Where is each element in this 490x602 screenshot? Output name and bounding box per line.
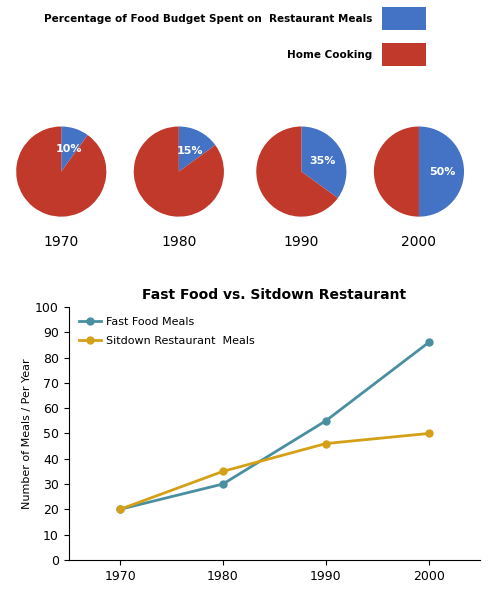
Fast Food Meals [323, 417, 329, 424]
Sitdown Restaurant  Meals [117, 506, 123, 513]
Wedge shape [301, 126, 346, 198]
Text: 2000: 2000 [401, 235, 437, 249]
Text: Percentage of Food Budget Spent on  Restaurant Meals: Percentage of Food Budget Spent on Resta… [44, 14, 372, 24]
Wedge shape [61, 126, 88, 172]
Sitdown Restaurant  Meals [426, 430, 432, 437]
Text: Home Cooking: Home Cooking [287, 50, 372, 60]
Wedge shape [256, 126, 338, 217]
Fast Food Meals [117, 506, 123, 513]
Wedge shape [374, 126, 419, 217]
Bar [382, 43, 426, 66]
Text: 50%: 50% [429, 167, 456, 176]
Sitdown Restaurant  Meals [323, 440, 329, 447]
Wedge shape [16, 126, 106, 217]
Text: 1970: 1970 [44, 235, 79, 249]
Text: 1990: 1990 [284, 235, 319, 249]
Line: Fast Food Meals: Fast Food Meals [117, 339, 432, 513]
Text: 10%: 10% [55, 144, 82, 154]
Bar [382, 7, 426, 30]
Sitdown Restaurant  Meals [220, 468, 226, 475]
Line: Sitdown Restaurant  Meals: Sitdown Restaurant Meals [117, 430, 432, 513]
Text: 1980: 1980 [161, 235, 196, 249]
Title: Fast Food vs. Sitdown Restaurant: Fast Food vs. Sitdown Restaurant [142, 288, 407, 302]
Y-axis label: Number of Meals / Per Year: Number of Meals / Per Year [22, 358, 32, 509]
Legend: Fast Food Meals, Sitdown Restaurant  Meals: Fast Food Meals, Sitdown Restaurant Meal… [74, 312, 260, 350]
Wedge shape [134, 126, 224, 217]
Fast Food Meals [426, 339, 432, 346]
Wedge shape [419, 126, 464, 217]
Fast Food Meals [220, 480, 226, 488]
Text: 15%: 15% [176, 146, 203, 156]
Text: 35%: 35% [309, 156, 336, 166]
Wedge shape [179, 126, 215, 172]
